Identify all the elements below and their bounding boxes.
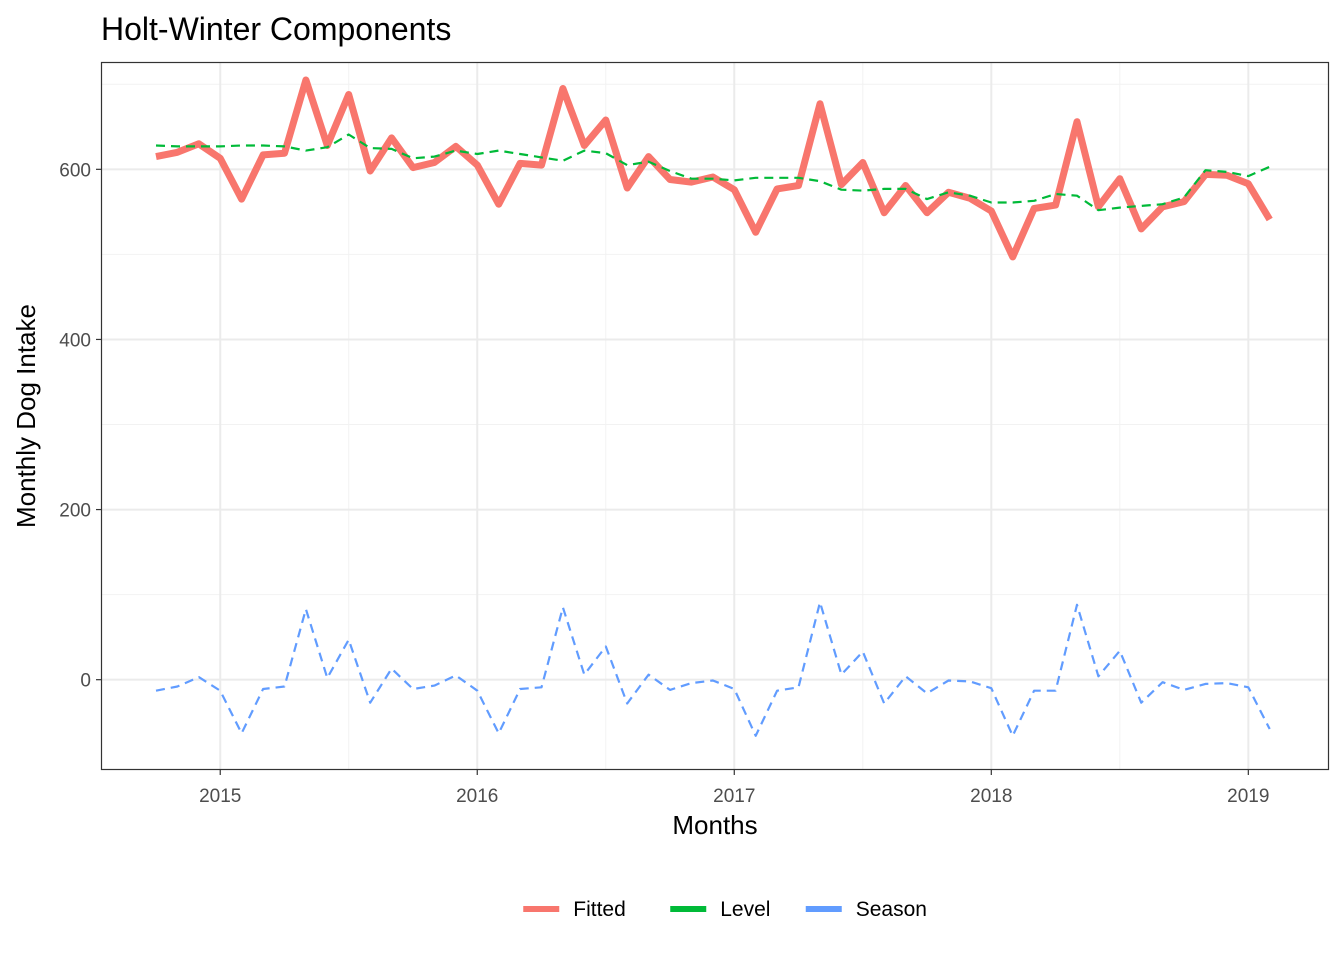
x-tick-label: 2018 — [970, 786, 1012, 807]
legend-label-level: Level — [720, 898, 770, 921]
y-tick-label: 600 — [59, 160, 91, 181]
legend-label-fitted: Fitted — [573, 898, 626, 921]
x-tick-label: 2017 — [713, 786, 755, 807]
series-line-fitted — [155, 76, 1273, 261]
chart-title: Holt-Winter Components — [101, 11, 451, 47]
y-tick-label: 200 — [59, 501, 91, 522]
x-tick-label: 2015 — [199, 786, 241, 807]
legend: Fitted Level Season — [523, 898, 927, 921]
y-tick-label: 0 — [80, 671, 91, 692]
x-axis-title: Months — [672, 810, 757, 840]
legend-label-season: Season — [856, 898, 927, 921]
series-layer — [155, 76, 1273, 737]
series-line-season — [155, 601, 1271, 737]
panel-border — [100, 61, 1330, 771]
grid — [102, 63, 1328, 769]
y-axis: 0 200 400 600 — [59, 160, 102, 692]
x-tick-label: 2019 — [1227, 786, 1269, 807]
y-tick-label: 400 — [59, 330, 91, 351]
y-axis-title: Monthly Dog Intake — [11, 304, 41, 528]
x-axis: 2015 2016 2017 2018 2019 — [199, 769, 1269, 807]
x-tick-label: 2016 — [456, 786, 498, 807]
series-line-level — [155, 133, 1271, 212]
